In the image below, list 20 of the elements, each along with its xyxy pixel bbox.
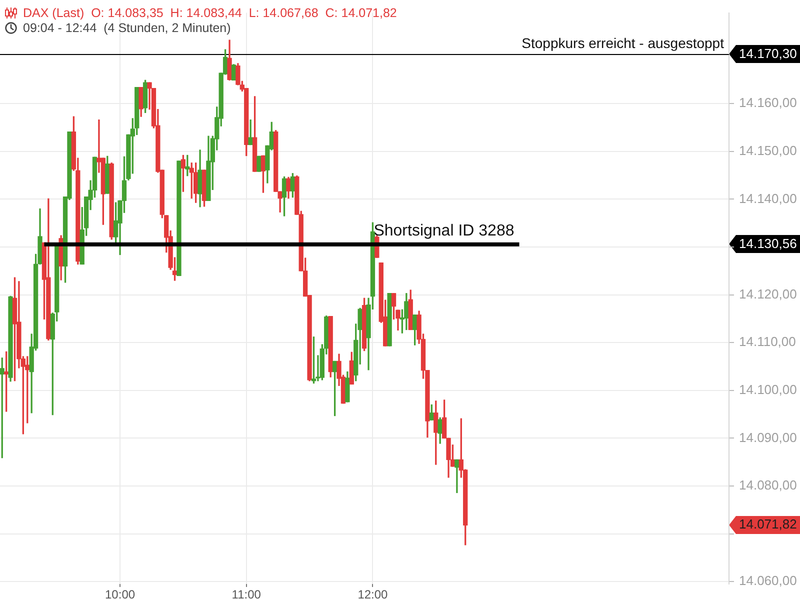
y-tick-label: 14.110,00	[739, 334, 796, 350]
chart-title: DAX (Last) O: 14.083,35 H: 14.083,44 L: 14.067,68 C: 14.071,82	[23, 5, 397, 21]
y-tick-label: 14.060,00	[739, 573, 797, 588]
y-tick-label: 14.071,82	[739, 516, 797, 532]
candlestick	[454, 459, 460, 494]
y-tick-label: 14.170,30	[739, 46, 797, 61]
x-tick-label: 12:00	[358, 588, 388, 600]
y-tick-label: 14.080,00	[739, 478, 797, 493]
x-tick-label: 10:00	[105, 588, 136, 600]
text: 09:04 - 12:44 (4 Stunden, 2 Minuten)	[23, 20, 231, 36]
y-tick-label: 14.160,00	[739, 95, 797, 110]
y-tick-label: 14.090,00	[739, 430, 797, 445]
x-tick-label: 11:00	[232, 588, 262, 600]
annotation: Shortsignal ID 3288	[374, 222, 514, 240]
y-tick-label: 14.120,00	[739, 286, 797, 302]
ref-line-label: Stoppkurs erreicht - ausgestoppt	[522, 35, 724, 52]
y-tick-label: 14.100,00	[739, 382, 797, 397]
y-tick-label: 14.140,00	[739, 190, 797, 206]
y-tick-label: 14.150,00	[739, 142, 797, 158]
y-tick-label: 14.130,56	[739, 236, 797, 251]
